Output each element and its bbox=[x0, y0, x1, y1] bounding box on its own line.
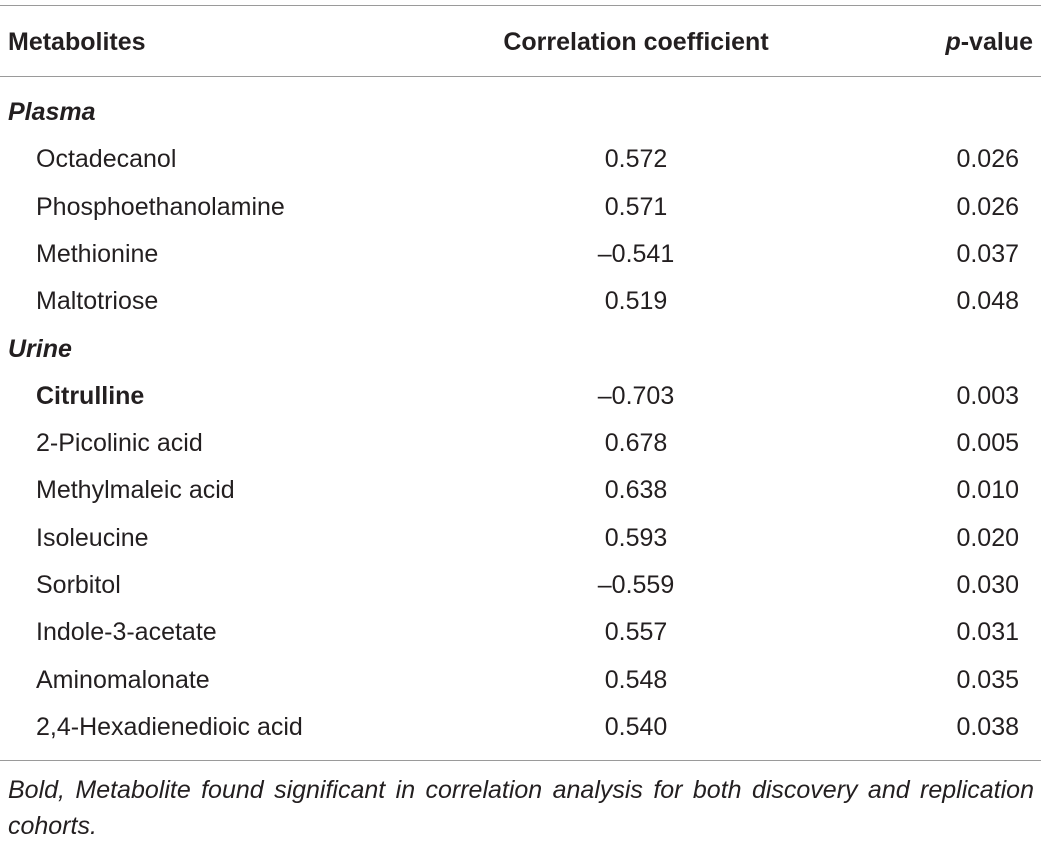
p-value: 0.030 bbox=[956, 571, 1019, 599]
metabolite-name: Aminomalonate bbox=[36, 665, 210, 694]
correlation-value: 0.540 bbox=[604, 712, 668, 741]
p-value: 0.020 bbox=[956, 523, 1019, 552]
correlation-value: 0.638 bbox=[604, 476, 668, 505]
p-value: 0.048 bbox=[956, 287, 1019, 316]
p-value: 0.003 bbox=[956, 381, 1019, 410]
correlation-value: 0.678 bbox=[604, 429, 668, 458]
header-p-suffix: -value bbox=[960, 28, 1033, 56]
table-row: Methionine –0.541 0.037 bbox=[0, 236, 1041, 272]
metabolite-name: 2-Picolinic acid bbox=[36, 429, 203, 458]
table-row: 2,4-Hexadienedioic acid 0.540 0.038 bbox=[0, 709, 1041, 745]
correlation-value: –0.559 bbox=[597, 571, 675, 599]
metabolite-name: Methionine bbox=[36, 239, 159, 268]
metabolite-name: Isoleucine bbox=[36, 523, 149, 552]
p-value: 0.005 bbox=[956, 429, 1019, 458]
correlation-value: –0.703 bbox=[597, 381, 675, 410]
header-p-value: p-value bbox=[945, 22, 1033, 62]
metabolite-name: Methylmaleic acid bbox=[36, 476, 235, 505]
metabolite-name: Sorbitol bbox=[36, 571, 121, 599]
table-top-rule bbox=[0, 5, 1041, 6]
header-p-italic: p bbox=[945, 28, 961, 56]
p-value: 0.038 bbox=[956, 712, 1019, 741]
correlation-value: 0.593 bbox=[604, 523, 668, 552]
correlation-value: 0.557 bbox=[604, 618, 668, 647]
section-label: Urine bbox=[8, 334, 72, 363]
correlation-value: 0.571 bbox=[604, 192, 668, 221]
correlation-value: 0.519 bbox=[604, 287, 668, 316]
metabolite-name: Maltotriose bbox=[36, 287, 159, 316]
table-row: Phosphoethanolamine 0.571 0.026 bbox=[0, 189, 1041, 225]
table-row: 2-Picolinic acid 0.678 0.005 bbox=[0, 425, 1041, 461]
table-row: Methylmaleic acid 0.638 0.010 bbox=[0, 472, 1041, 508]
p-value: 0.026 bbox=[956, 145, 1019, 174]
header-correlation-coefficient: Correlation coefficient bbox=[503, 28, 769, 56]
table-row: Aminomalonate 0.548 0.035 bbox=[0, 662, 1041, 698]
header-rule bbox=[0, 76, 1041, 77]
table-row: Maltotriose 0.519 0.048 bbox=[0, 283, 1041, 319]
table-row: Octadecanol 0.572 0.026 bbox=[0, 141, 1041, 177]
metabolite-name: Citrulline bbox=[36, 381, 145, 410]
table-row: Sorbitol –0.559 0.030 bbox=[0, 567, 1041, 603]
section-label: Plasma bbox=[8, 98, 96, 126]
correlation-value: 0.572 bbox=[604, 145, 668, 174]
table-row: Indole-3-acetate 0.557 0.031 bbox=[0, 614, 1041, 650]
table-bottom-rule bbox=[0, 760, 1041, 761]
metabolite-name: 2,4-Hexadienedioic acid bbox=[36, 712, 303, 741]
p-value: 0.035 bbox=[956, 665, 1019, 694]
p-value: 0.031 bbox=[956, 618, 1019, 647]
table-row: Isoleucine 0.593 0.020 bbox=[0, 520, 1041, 556]
metabolite-name: Indole-3-acetate bbox=[36, 618, 217, 647]
correlation-value: –0.541 bbox=[597, 239, 675, 268]
metabolite-name: Octadecanol bbox=[36, 145, 177, 174]
p-value: 0.010 bbox=[956, 476, 1019, 505]
table-row: Citrulline –0.703 0.003 bbox=[0, 378, 1041, 414]
correlation-value: 0.548 bbox=[604, 665, 668, 694]
header-metabolites: Metabolites bbox=[8, 28, 146, 56]
p-value: 0.037 bbox=[956, 239, 1019, 268]
p-value: 0.026 bbox=[956, 192, 1019, 221]
table-footnote: Bold, Metabolite found significant in co… bbox=[8, 776, 1034, 840]
metabolite-name: Phosphoethanolamine bbox=[36, 192, 285, 221]
